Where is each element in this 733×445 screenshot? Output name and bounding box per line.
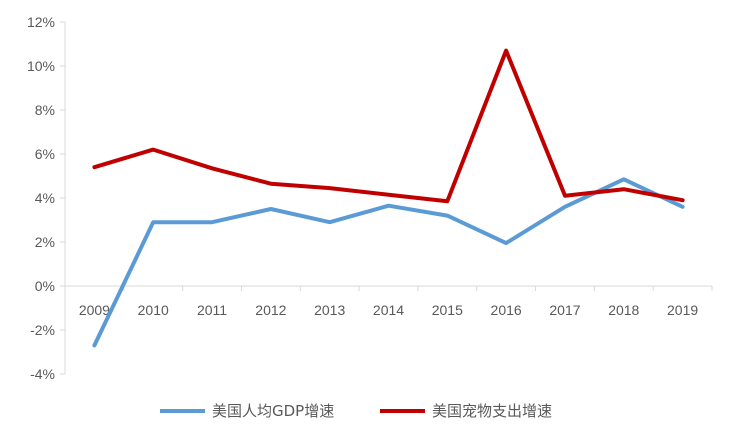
- x-tick-label: 2018: [608, 302, 639, 318]
- y-tick-label: 2%: [35, 234, 55, 250]
- legend-label-0: 美国人均GDP增速: [212, 402, 334, 420]
- y-tick-label: 12%: [27, 14, 55, 30]
- legend: 美国人均GDP增速 美国宠物支出增速: [160, 402, 552, 420]
- x-axis-ticks: 2009 2010 2011 2012 2013 2014 2015 2016 2017 2018…: [64, 286, 713, 318]
- x-tick-label: 2019: [667, 302, 698, 318]
- y-tick-label: -4%: [30, 366, 55, 382]
- x-tick-label: 2015: [432, 302, 463, 318]
- x-tick-label: 2013: [314, 302, 345, 318]
- x-tick-label: 2009: [79, 302, 110, 318]
- y-tick-label: 8%: [35, 102, 55, 118]
- y-tick-label: 4%: [35, 190, 55, 206]
- y-tick-label: -2%: [30, 322, 55, 338]
- x-tick-label: 2012: [255, 302, 286, 318]
- y-tick-label: 6%: [35, 146, 55, 162]
- legend-label-1: 美国宠物支出增速: [432, 402, 552, 420]
- x-tick-label: 2010: [138, 302, 169, 318]
- x-tick-label: 2017: [549, 302, 580, 318]
- series-line-0: [92, 177, 685, 348]
- x-tick-label: 2016: [491, 302, 522, 318]
- series-line-1: [92, 48, 685, 204]
- y-tick-label: 10%: [27, 58, 55, 74]
- series-lines: [92, 48, 685, 348]
- y-tick-label: 0%: [35, 278, 55, 294]
- y-axis-ticks: -4% -2% 0% 2% 4% 6% 8% 10% 12%: [27, 14, 65, 382]
- x-tick-label: 2014: [373, 302, 404, 318]
- x-tick-label: 2011: [197, 302, 227, 318]
